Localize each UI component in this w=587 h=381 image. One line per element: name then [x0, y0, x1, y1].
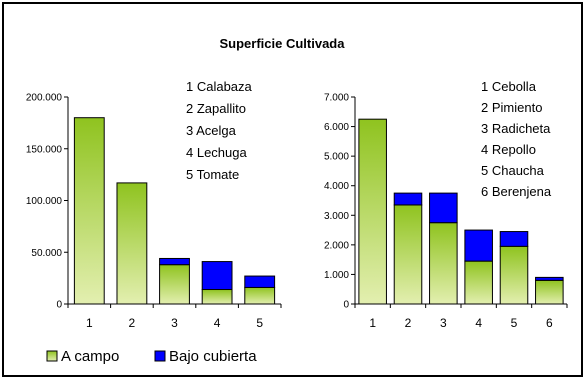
y-tick-label: 7.000 [324, 93, 349, 104]
bar-segment-a-campo [535, 279, 564, 305]
chart-right: 0 1.000 2.000 3.000 4.000 5.000 6.000 7.000 1 2 3 4… [324, 79, 568, 330]
legend: A campo Bajo cubierta [46, 348, 257, 365]
y-tick-label: 6.000 [324, 122, 349, 133]
bar-segment-a-campo [201, 289, 233, 305]
y-tick-label: 0 [56, 300, 62, 311]
annotation-item: 1 Cebolla [481, 79, 537, 94]
bar-segment-bajo-cubierta [244, 275, 276, 288]
y-tick-label: 200.000 [26, 93, 63, 104]
y-tick-label: 1.000 [324, 270, 349, 281]
legend-swatch-cubierta [154, 350, 166, 362]
annotation-item: 6 Berenjena [481, 184, 552, 199]
annotation-item: 4 Lechuga [186, 145, 247, 160]
x-tick-label: 6 [546, 316, 553, 330]
bar-segment-bajo-cubierta [499, 231, 529, 247]
legend-swatch-campo [46, 350, 58, 362]
chart-left: 0 50.000 100.000 150.000 200.000 1 2 3 4 5 1 Calab… [26, 79, 282, 330]
x-tick-label: 3 [171, 316, 178, 330]
y-tick-label: 0 [343, 300, 349, 311]
bar-segment-a-campo [159, 264, 190, 305]
x-tick-label: 5 [256, 316, 263, 330]
bar-segment-bajo-cubierta [393, 192, 423, 206]
annotation-item: 1 Calabaza [186, 79, 253, 94]
annotation-item: 2 Pimiento [481, 100, 542, 115]
y-tick-label: 3.000 [324, 211, 349, 222]
y-tick-label: 2.000 [324, 240, 349, 251]
annotation-item: 2 Zapallito [186, 101, 246, 116]
bar-segment-bajo-cubierta [201, 261, 233, 291]
bar-segment-a-campo [244, 286, 276, 305]
legend-label-campo: A campo [61, 348, 119, 365]
annotation-item: 3 Radicheta [481, 121, 551, 136]
y-tick-label: 100.000 [26, 196, 63, 207]
bar-segment-bajo-cubierta [464, 229, 493, 262]
y-tick-label: 5.000 [324, 152, 349, 163]
bar-segment-a-campo [464, 260, 493, 305]
bar-segment-a-campo [393, 204, 423, 305]
annotation-item: 5 Tomate [186, 167, 239, 182]
x-tick-label: 2 [405, 316, 412, 330]
bar-segment-bajo-cubierta [535, 276, 564, 281]
bar-segment-a-campo [73, 117, 105, 305]
y-tick-label: 150.000 [26, 144, 63, 155]
annotation-item: 3 Acelga [186, 123, 237, 138]
x-tick-label: 2 [129, 316, 136, 330]
annotation-item: 4 Repollo [481, 142, 536, 157]
legend-label-cubierta: Bajo cubierta [169, 348, 257, 365]
bar-segment-a-campo [499, 245, 529, 305]
bar-segment-a-campo [116, 182, 148, 305]
bar-segment-a-campo [358, 118, 387, 305]
x-tick-label: 4 [475, 316, 482, 330]
y-tick-label: 50.000 [31, 248, 62, 259]
x-tick-label: 3 [440, 316, 447, 330]
x-tick-label: 1 [369, 316, 376, 330]
annotation-item: 5 Chaucha [481, 163, 545, 178]
bar-segment-bajo-cubierta [429, 192, 458, 224]
bar-segment-a-campo [429, 222, 458, 305]
chart-title: Superficie Cultivada [220, 36, 346, 51]
x-tick-label: 4 [214, 316, 221, 330]
bar-segment-bajo-cubierta [159, 257, 190, 266]
y-tick-label: 4.000 [324, 181, 349, 192]
x-tick-label: 5 [511, 316, 518, 330]
x-tick-label: 1 [86, 316, 93, 330]
